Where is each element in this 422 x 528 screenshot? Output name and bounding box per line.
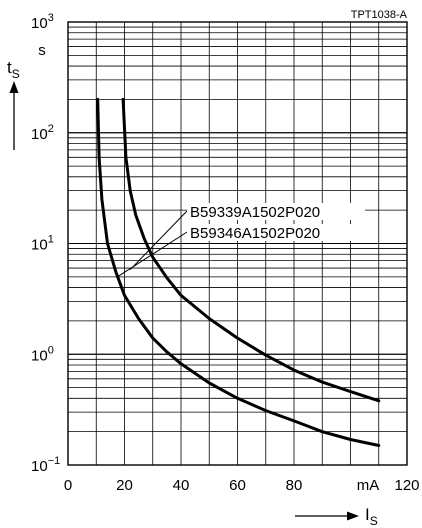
- y-tick-label: 10−1: [31, 455, 60, 475]
- x-tick-label: 0: [64, 477, 72, 494]
- x-axis-label: IS: [365, 505, 378, 528]
- x-axis-arrow-head: [347, 512, 359, 521]
- y-axis-label: tS: [7, 58, 20, 81]
- y-tick-labels: 10−1 100 101 102 103: [31, 12, 60, 475]
- curves: [98, 99, 379, 445]
- x-tick-label: 80: [286, 477, 303, 494]
- series-line-2: [123, 99, 379, 400]
- x-tick-label: 60: [229, 477, 246, 494]
- x-unit: mA: [357, 477, 380, 494]
- y-unit: s: [38, 42, 46, 59]
- x-tick-label: 120: [394, 477, 419, 494]
- legend-label-2: B59346A1502P020: [190, 225, 320, 242]
- y-tick-label: 102: [31, 123, 54, 143]
- x-tick-label: 40: [173, 477, 190, 494]
- y-tick-label: 100: [31, 344, 54, 364]
- figure-code: TPT1038-A: [351, 9, 408, 21]
- x-tick-label: 20: [116, 477, 133, 494]
- legend-label-1: B59339A1502P020: [190, 204, 320, 221]
- y-axis-subscript: S: [12, 67, 20, 81]
- y-tick-label: 101: [31, 234, 54, 254]
- y-axis-arrow-head: [10, 81, 19, 93]
- y-tick-label: 103: [31, 12, 54, 32]
- x-axis-subscript: S: [370, 514, 378, 528]
- series-line-1: [98, 99, 379, 445]
